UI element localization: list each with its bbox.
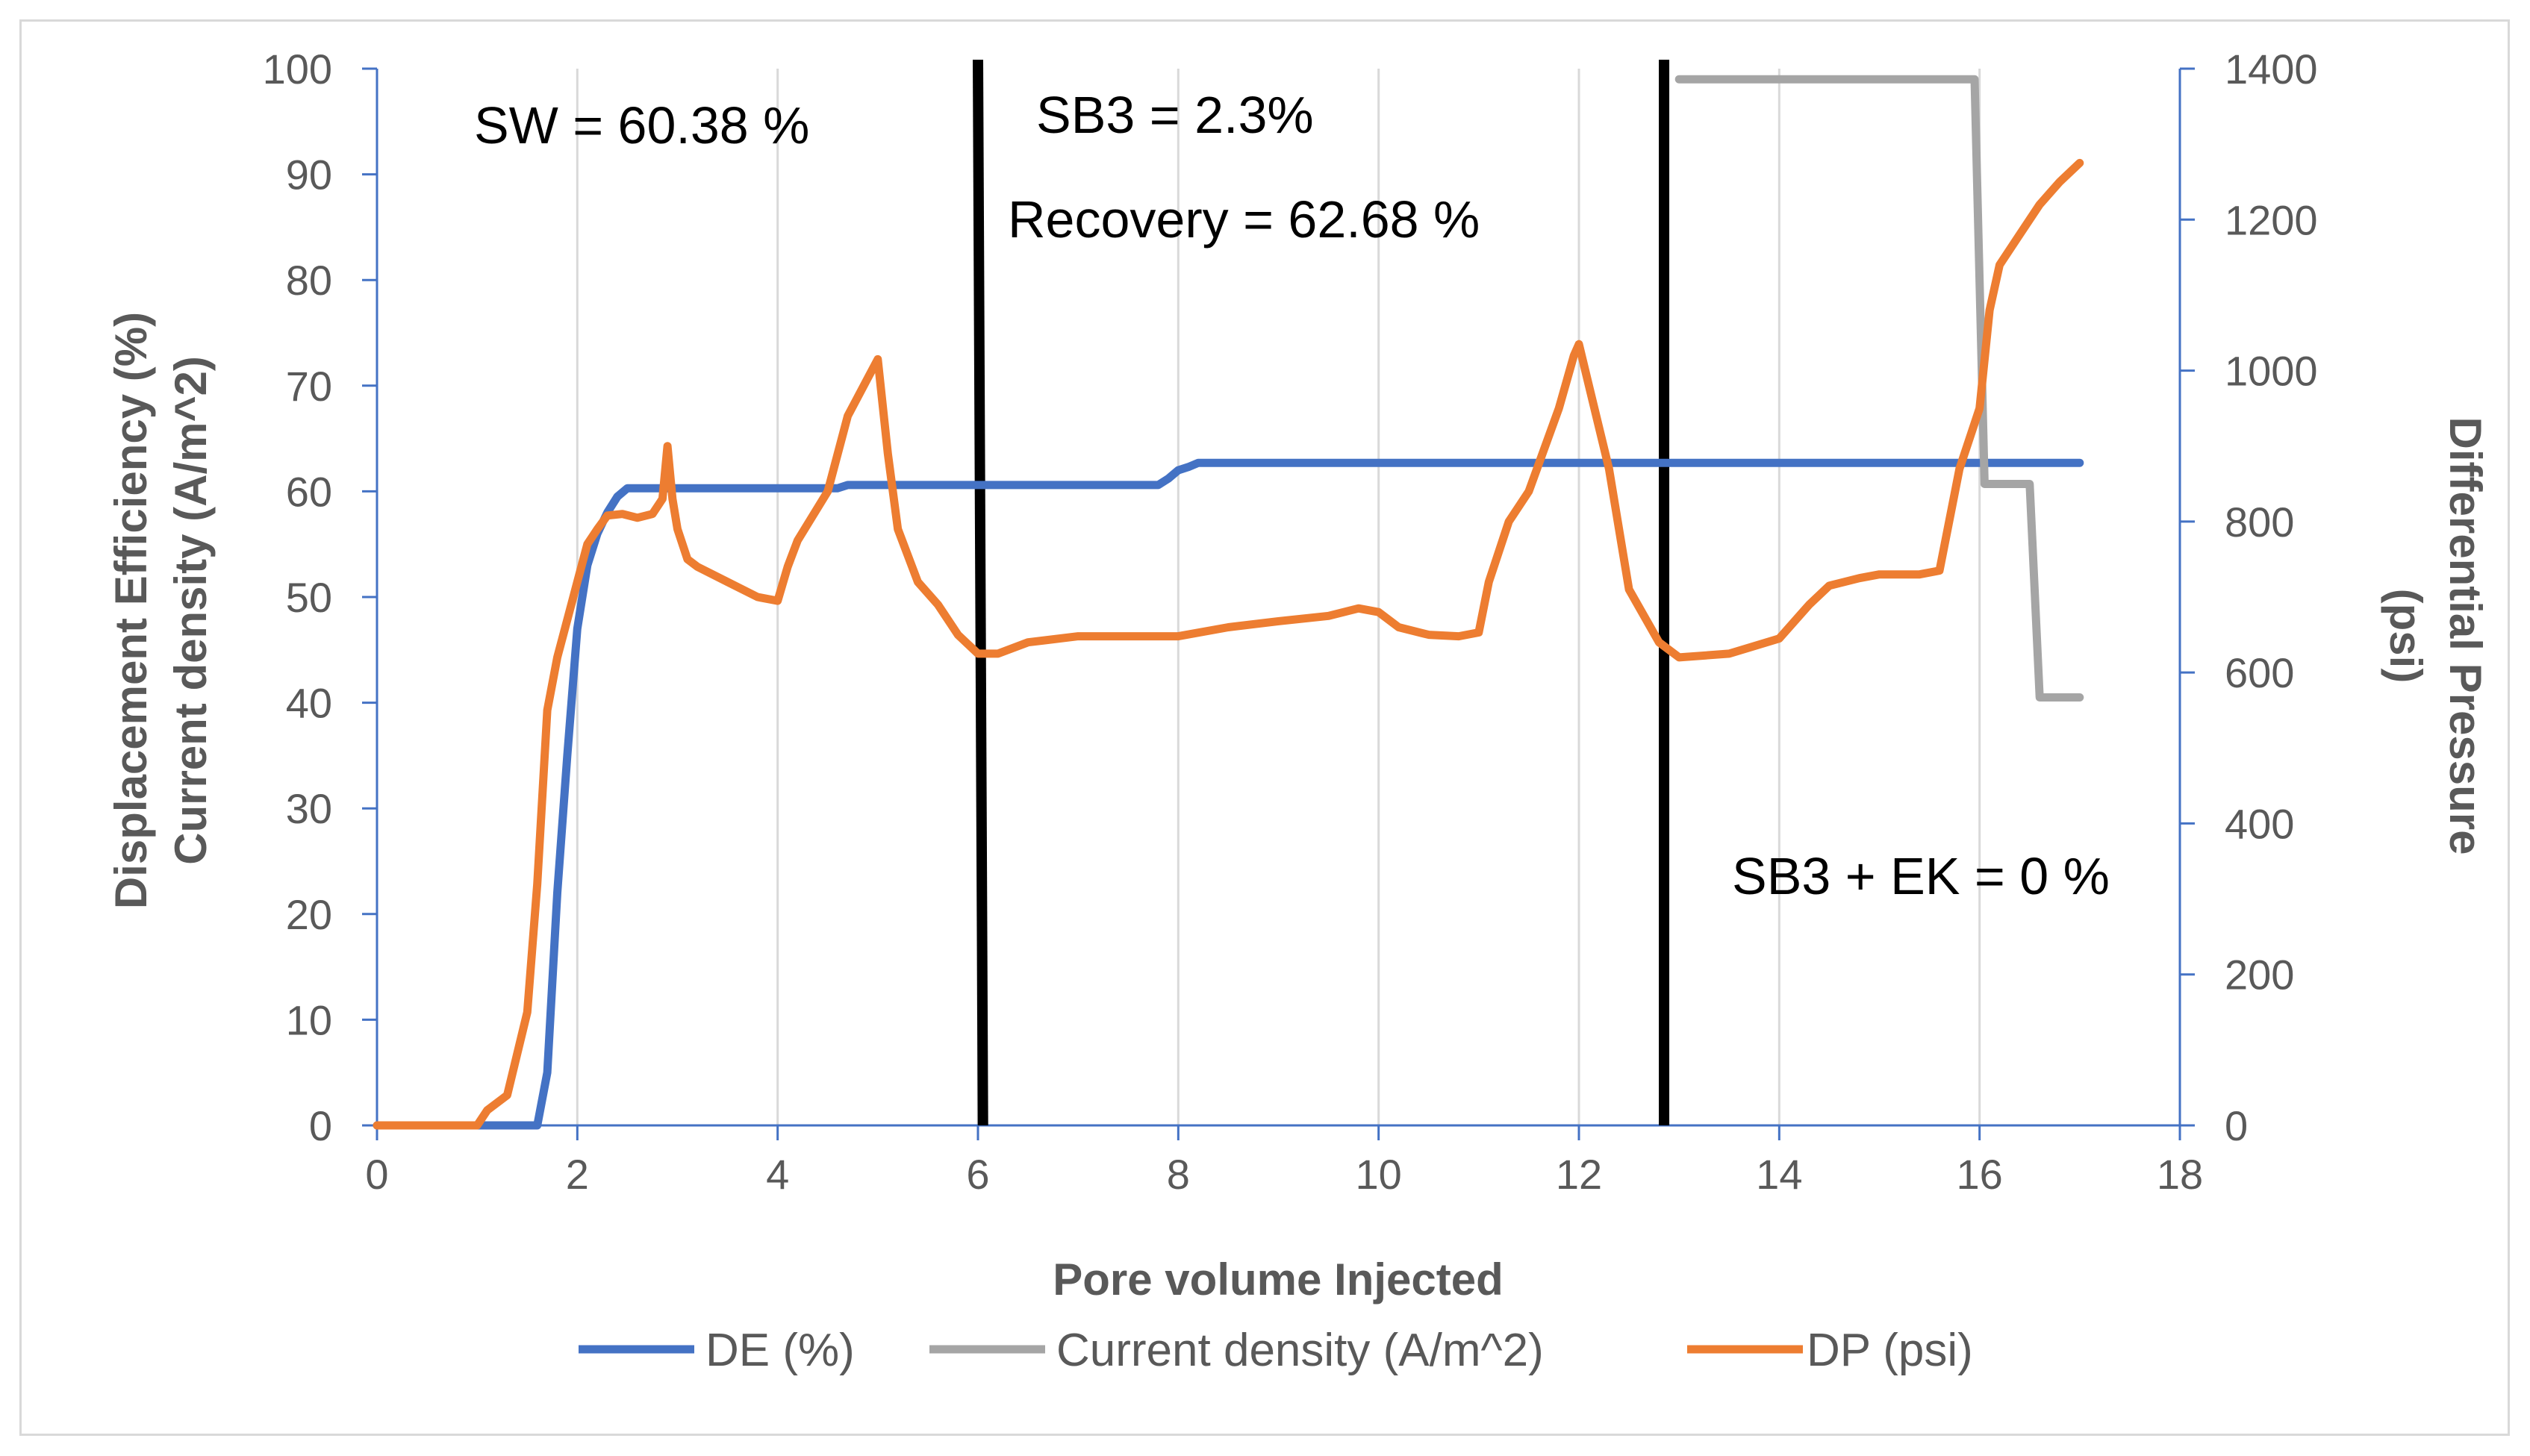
legend-label-current: Current density (A/m^2) bbox=[1056, 1325, 1544, 1376]
y-left-tick-label-50: 50 bbox=[286, 574, 332, 621]
annotation-recovery: Recovery = 62.68 % bbox=[1008, 190, 1480, 249]
x-tick-label-16: 16 bbox=[1957, 1151, 2003, 1198]
annotation-sb3: SB3 = 2.3% bbox=[1036, 86, 1314, 144]
x-axis-title: Pore volume Injected bbox=[1053, 1255, 1504, 1305]
y-left-tick-label-90: 90 bbox=[286, 151, 332, 199]
y-right-tick-label-600: 600 bbox=[2225, 649, 2294, 696]
x-tick-label-6: 6 bbox=[966, 1151, 989, 1198]
y-left-tick-label-40: 40 bbox=[286, 680, 332, 727]
y-left-tick-label-30: 30 bbox=[286, 785, 332, 832]
axes bbox=[362, 67, 2195, 1140]
legend-label-de: DE (%) bbox=[705, 1325, 855, 1376]
legend: DE (%) Current density (A/m^2) DP (psi) bbox=[579, 1325, 1973, 1376]
y-right-tick-label-800: 800 bbox=[2225, 499, 2294, 546]
vertical-marker-1 bbox=[973, 59, 988, 1126]
y-left-tick-label-70: 70 bbox=[286, 363, 332, 410]
series-line-current-density bbox=[1674, 75, 2084, 702]
vertical-markers bbox=[973, 59, 1670, 1126]
y-right-tick-label-1000: 1000 bbox=[2225, 348, 2318, 395]
x-tick-label-18: 18 bbox=[2157, 1151, 2203, 1198]
chart-frame bbox=[19, 19, 2510, 1436]
y-right-tick-label-0: 0 bbox=[2225, 1102, 2248, 1149]
annotation-sw: SW = 60.38 % bbox=[474, 96, 809, 154]
x-tick-label-4: 4 bbox=[766, 1151, 789, 1198]
y-left-tick-label-100: 100 bbox=[263, 46, 332, 93]
x-tick-label-12: 12 bbox=[1556, 1151, 1602, 1198]
series-line-de bbox=[373, 458, 2084, 1130]
y-right-tick-label-1200: 1200 bbox=[2225, 196, 2318, 243]
x-tick-label-14: 14 bbox=[1756, 1151, 1802, 1198]
y-left-axis-title-line2: Current density (A/m^2) bbox=[166, 356, 216, 865]
x-tick-label-2: 2 bbox=[566, 1151, 589, 1198]
y-left-tick-label-0: 0 bbox=[309, 1102, 332, 1149]
y-right-tick-label-400: 400 bbox=[2225, 800, 2294, 847]
x-tick-label-10: 10 bbox=[1356, 1151, 1402, 1198]
y-left-tick-label-60: 60 bbox=[286, 468, 332, 515]
y-right-axis-title-line2: (psi) bbox=[2381, 589, 2431, 684]
y-left-tick-label-80: 80 bbox=[286, 257, 332, 304]
tick-labels: 0 2 4 6 8 10 12 14 16 180102030405060708090100020… bbox=[263, 46, 2318, 1198]
y-left-tick-label-10: 10 bbox=[286, 996, 332, 1043]
y-left-tick-label-20: 20 bbox=[286, 891, 332, 938]
x-tick-label-8: 8 bbox=[1167, 1151, 1190, 1198]
y-right-axis-title-line1: Differential Pressure bbox=[2440, 417, 2490, 855]
annotation-sb3-ek: SB3 + EK = 0 % bbox=[1732, 847, 2110, 905]
series-line-dp bbox=[373, 158, 2084, 1130]
annotations: SW = 60.38 % SB3 = 2.3% Recovery = 62.68 %… bbox=[474, 86, 2110, 905]
y-left-axis-title-line1: Displacement Efficiency (%) bbox=[106, 312, 156, 909]
series-lines bbox=[373, 75, 2084, 1130]
y-right-tick-label-1400: 1400 bbox=[2225, 46, 2318, 93]
legend-label-dp: DP (psi) bbox=[1807, 1325, 1973, 1376]
x-tick-label-0: 0 bbox=[365, 1151, 388, 1198]
y-right-tick-label-200: 200 bbox=[2225, 952, 2294, 999]
